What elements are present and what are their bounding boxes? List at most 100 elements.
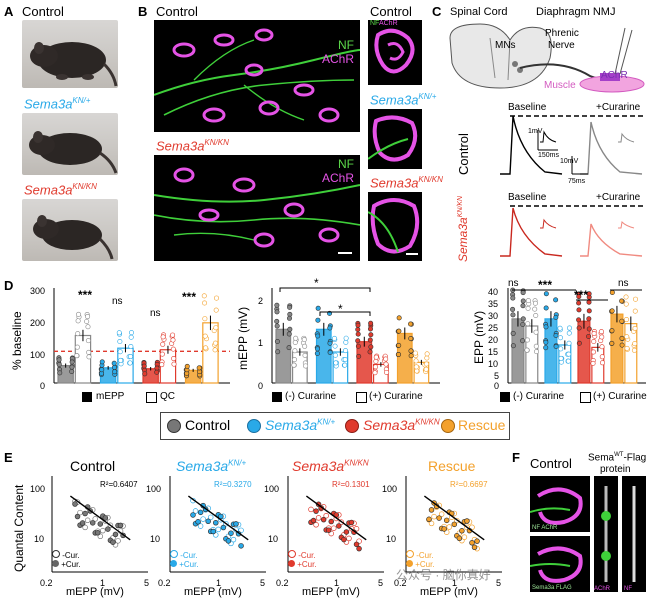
label-diaphragm-nmj: Diaphragm NMJ	[536, 6, 616, 18]
point-10	[215, 526, 222, 533]
point-21	[428, 507, 435, 513]
label-ko-trace: Sema3aKN/KN	[456, 195, 470, 262]
point-1-1-6	[127, 354, 133, 360]
point-2-1-7	[160, 341, 166, 347]
point-0-0-8	[286, 315, 292, 321]
point-0-0-8	[69, 359, 75, 365]
point-32	[102, 515, 109, 521]
point-0-1-8	[533, 329, 539, 335]
point-3-0-10	[408, 336, 414, 342]
point-34	[343, 529, 350, 535]
e4-title: Rescue	[428, 458, 476, 474]
point-1-1-9	[557, 335, 563, 341]
regression-line	[69, 495, 131, 541]
e2-r2: R²=0.3270	[214, 480, 252, 489]
point-20	[72, 501, 78, 507]
bar-0-0	[275, 328, 292, 384]
point-3-1-13	[412, 350, 418, 356]
point-25	[320, 516, 327, 523]
zoom-nf: NF	[370, 20, 379, 27]
d3-ytick-20: 20	[488, 335, 499, 345]
point-3-0-13	[396, 315, 402, 321]
point-2-0-1	[576, 317, 582, 323]
point-0-1-3	[525, 298, 531, 304]
point-1-0-8	[112, 369, 118, 375]
point-0-0-13	[275, 349, 281, 355]
point-1-1-6	[342, 356, 348, 362]
point-1-1-8	[128, 344, 134, 350]
chart-d2	[271, 287, 440, 384]
point-23	[197, 509, 204, 516]
point-21	[74, 513, 81, 520]
panel-b-title-ko: Sema3aKN/KN	[156, 138, 229, 154]
point-3-0-12	[196, 365, 202, 371]
point-2-0-0	[586, 326, 592, 332]
point-20	[426, 516, 432, 523]
point-2-1-12	[171, 361, 177, 367]
nmj-zoom-ko	[368, 192, 422, 261]
zoom-achr: AChR	[378, 20, 398, 27]
point-1-0-9	[99, 367, 105, 373]
point-0-0-11	[510, 330, 516, 336]
point-0-1-6	[85, 324, 91, 330]
point-0-1-3	[293, 335, 299, 341]
point-2-0-10	[367, 337, 373, 343]
point-0-1-10	[86, 349, 92, 355]
point-24	[436, 515, 442, 521]
chart-e4	[405, 476, 502, 573]
point-2-0-3	[355, 326, 361, 332]
e3-title: Sema3aKN/KN	[292, 458, 369, 474]
point-2	[431, 513, 437, 520]
point-33	[105, 526, 111, 532]
point-0-0-0	[287, 326, 293, 332]
point-1-0-13	[99, 359, 105, 365]
e4-xtick-0: 0.2	[394, 578, 407, 588]
point-3-0-8	[408, 348, 414, 354]
trace-ko	[500, 205, 645, 257]
label-curarine-2: +Curarine	[596, 192, 641, 203]
point-3-1-10	[424, 355, 430, 361]
d3-ytick-0: 0	[494, 381, 500, 391]
point-38	[353, 541, 360, 548]
e4-leg-minus: -Cur.	[406, 550, 434, 560]
point-0-1-12	[303, 363, 309, 369]
point-0-0-7	[274, 309, 280, 315]
point-21	[310, 517, 317, 524]
e2-title: Sema3aKN/+	[176, 458, 247, 474]
e3-xtick-1: 1	[334, 578, 340, 588]
f-image-bottom: Sema3a FLAG	[530, 536, 590, 592]
f-title-sema: SemaWT-Flag	[588, 452, 647, 464]
e4-ytick-100: 100	[382, 484, 398, 494]
label-nerve: Nerve	[548, 40, 575, 51]
point-5	[84, 517, 91, 524]
legend-het: Sema3aKN/+	[265, 417, 336, 433]
point-2-0-7	[576, 294, 582, 300]
watermark: 公众号 · 脑你真好	[396, 568, 491, 582]
d1-ytick-200: 200	[30, 318, 46, 328]
point-2-0-13	[576, 340, 582, 346]
point-3-1-6	[212, 340, 218, 346]
d3-star-1: ***	[538, 278, 553, 292]
regression-line	[305, 495, 367, 541]
point-2-0-12	[586, 333, 592, 339]
label-achr-c: AChR	[601, 70, 628, 81]
point-0-0-9	[510, 312, 516, 318]
panel-b-side-ko: Sema3aKN/KN	[370, 175, 443, 191]
point-39	[474, 538, 480, 544]
point-26	[205, 518, 211, 525]
point-4	[200, 516, 206, 522]
d2-legend-plus: (+) Curarine	[369, 391, 423, 402]
point-1-0-10	[553, 314, 559, 320]
f-title-control: Control	[530, 456, 572, 471]
regression-line	[187, 495, 249, 541]
point-1-1-6	[566, 351, 572, 357]
point-37	[469, 540, 475, 546]
point-3-1-7	[624, 334, 630, 340]
point-2-0-12	[154, 369, 160, 375]
point-8	[446, 524, 452, 530]
d2-legend-swatch-minus	[272, 392, 282, 402]
point-1-1-12	[567, 325, 573, 331]
point-3	[315, 515, 322, 521]
point-3-1-12	[633, 296, 639, 302]
panel-a-label-control: Control	[22, 4, 64, 19]
